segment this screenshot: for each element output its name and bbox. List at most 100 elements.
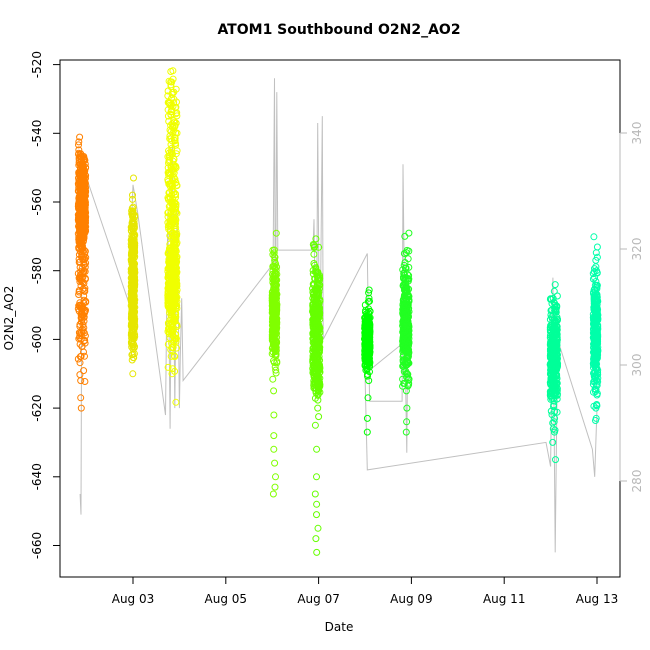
data-point [365, 377, 373, 385]
data-point [362, 359, 370, 367]
y-tick-label: -600 [30, 326, 44, 353]
data-point [168, 179, 175, 187]
data-point [166, 151, 174, 159]
series-7 [399, 229, 413, 436]
plot-frame [59, 59, 621, 578]
data-point [553, 360, 561, 368]
data-point [363, 414, 371, 422]
data-point [592, 388, 599, 396]
data-point [314, 376, 322, 384]
data-point [363, 345, 371, 353]
data-point [594, 374, 602, 382]
data-point [165, 117, 173, 125]
data-point [364, 337, 372, 345]
data-point [270, 387, 278, 395]
data-point [315, 384, 322, 392]
data-point [164, 289, 172, 297]
data-point [272, 260, 280, 268]
data-point [169, 124, 177, 131]
data-point [270, 317, 278, 325]
data-point [402, 428, 410, 436]
data-point [404, 255, 412, 263]
data-point [404, 337, 411, 345]
data-point [81, 378, 89, 385]
data-point [168, 315, 176, 323]
data-point [553, 395, 561, 403]
data-point [80, 207, 87, 215]
data-point [593, 337, 601, 345]
data-point [129, 308, 137, 316]
data-point [172, 150, 180, 158]
data-point [271, 283, 279, 291]
data-point [590, 233, 598, 241]
data-point [167, 214, 175, 222]
data-point [403, 404, 411, 412]
data-point [401, 232, 409, 240]
data-point [314, 404, 322, 412]
data-point [168, 234, 176, 242]
x-tick-label: Aug 07 [297, 592, 340, 606]
data-point [593, 314, 601, 322]
data-point [131, 273, 139, 281]
data-point [312, 368, 320, 375]
data-point [168, 165, 176, 173]
data-point [591, 323, 599, 331]
data-point [590, 320, 597, 328]
data-point [81, 352, 88, 360]
data-point [131, 296, 139, 304]
data-point [167, 311, 175, 319]
data-point [164, 176, 172, 183]
data-point [77, 394, 85, 402]
data-point [366, 368, 373, 376]
data-point [271, 253, 279, 261]
data-point [311, 318, 319, 326]
data-point [169, 161, 177, 169]
data-point [172, 304, 180, 312]
data-point [166, 252, 174, 260]
data-point [365, 321, 373, 329]
y-tick-label: -560 [30, 188, 44, 215]
data-point [310, 384, 318, 392]
data-point [311, 331, 319, 339]
data-point [313, 289, 321, 297]
data-point [402, 318, 410, 326]
data-point [590, 286, 598, 293]
data-point [592, 356, 600, 364]
data-point [404, 359, 412, 367]
series-3 [164, 67, 181, 406]
data-point [401, 327, 409, 335]
data-point [172, 205, 180, 213]
data-point [173, 258, 181, 266]
data-point [167, 68, 175, 75]
y-tick-label: -660 [30, 532, 44, 559]
data-point [270, 341, 277, 348]
data-point [313, 445, 321, 453]
data-point [273, 300, 280, 308]
data-point [593, 243, 601, 251]
data-point [77, 404, 85, 412]
data-point [365, 314, 373, 322]
data-point [362, 322, 370, 330]
data-point [81, 336, 89, 344]
data-point [130, 350, 138, 358]
data-point [310, 250, 318, 258]
data-point [82, 297, 90, 305]
y2-tick-label: 340 [630, 122, 644, 145]
data-point [363, 428, 371, 436]
data-point [75, 287, 83, 294]
data-point [549, 331, 557, 339]
data-point [309, 347, 317, 355]
data-point [399, 346, 407, 354]
gray-line-path [79, 78, 598, 553]
data-point [404, 352, 412, 360]
data-point [171, 175, 179, 183]
data-point [128, 207, 136, 215]
data-point [76, 353, 84, 361]
data-point [589, 380, 597, 388]
y-tick-label: -640 [30, 463, 44, 490]
series-1 [74, 133, 90, 412]
data-point [165, 147, 172, 155]
data-point [547, 366, 555, 374]
data-point [166, 240, 174, 248]
data-point [164, 112, 172, 120]
